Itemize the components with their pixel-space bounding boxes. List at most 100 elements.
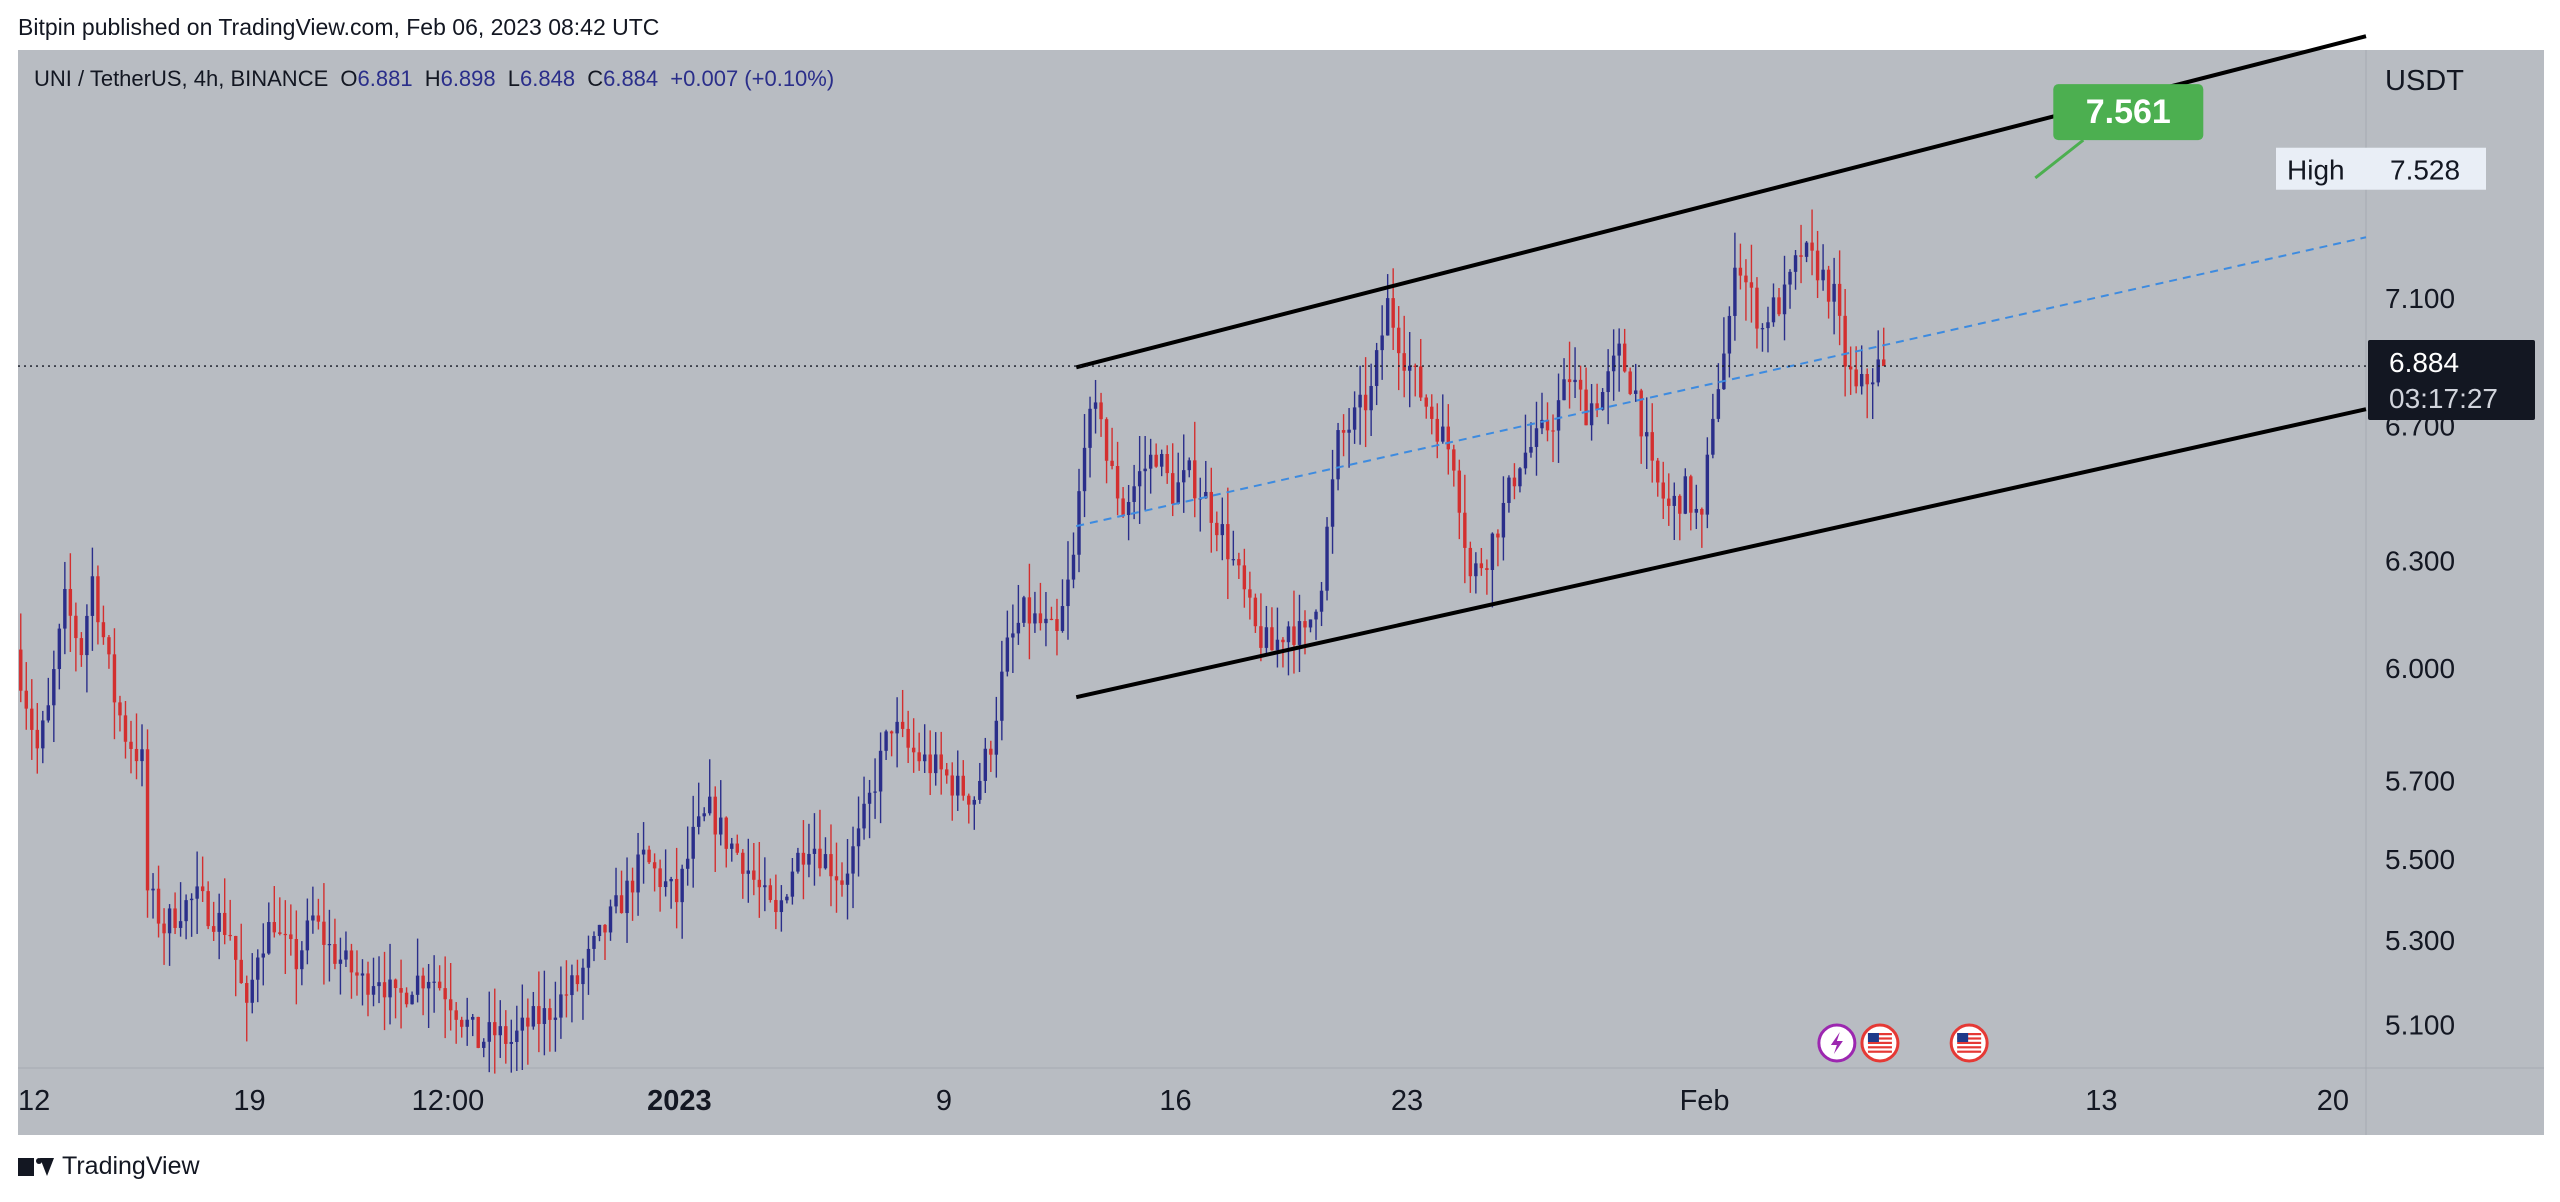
candle bbox=[796, 852, 800, 872]
last-price-box[interactable] bbox=[2368, 340, 2535, 421]
candle bbox=[1556, 400, 1561, 431]
candle bbox=[961, 775, 965, 796]
candle bbox=[1854, 369, 1858, 387]
candle bbox=[96, 576, 100, 623]
candle bbox=[1656, 460, 1660, 483]
candle bbox=[603, 924, 607, 933]
candle bbox=[967, 795, 971, 805]
candle bbox=[360, 973, 365, 976]
candle bbox=[482, 1041, 486, 1048]
candle bbox=[1622, 343, 1627, 372]
us-flag-icon[interactable] bbox=[1860, 1023, 1900, 1063]
candle bbox=[1044, 618, 1048, 624]
candle bbox=[834, 876, 839, 881]
candle bbox=[1000, 671, 1004, 721]
candle bbox=[575, 975, 580, 985]
price-axis[interactable] bbox=[2366, 50, 2544, 1135]
candle bbox=[1314, 611, 1318, 620]
candle bbox=[151, 888, 155, 891]
candle bbox=[978, 780, 982, 800]
channel-lower-line[interactable] bbox=[1075, 407, 2367, 700]
candle bbox=[548, 1008, 552, 1020]
candle bbox=[476, 1016, 480, 1048]
candle bbox=[1270, 627, 1274, 651]
lightning-icon[interactable] bbox=[1817, 1023, 1857, 1063]
candle bbox=[129, 741, 133, 749]
symbol-label[interactable]: UNI / TetherUS, 4h, BINANCE bbox=[34, 66, 329, 91]
time-axis[interactable] bbox=[18, 1068, 2366, 1135]
candle bbox=[1584, 389, 1588, 426]
candle bbox=[1033, 613, 1037, 624]
candle bbox=[1650, 432, 1654, 461]
candle bbox=[267, 922, 271, 954]
candle bbox=[867, 792, 872, 804]
candle bbox=[1297, 621, 1302, 645]
candle bbox=[1264, 627, 1269, 648]
candle bbox=[1749, 282, 1754, 288]
target-badge[interactable] bbox=[2053, 84, 2204, 141]
candle bbox=[63, 588, 67, 629]
candle bbox=[1148, 454, 1153, 469]
footer-brand[interactable]: TradingView bbox=[62, 1152, 200, 1180]
candle bbox=[1446, 426, 1451, 450]
x-tick-label: Feb bbox=[1680, 1085, 1730, 1117]
candle bbox=[448, 999, 453, 1011]
candle bbox=[1507, 477, 1511, 503]
candle bbox=[1689, 476, 1693, 513]
candle bbox=[1821, 269, 1825, 281]
candle bbox=[305, 920, 310, 951]
candle bbox=[1380, 335, 1384, 351]
plot-area[interactable] bbox=[18, 50, 2366, 1068]
candle bbox=[1810, 242, 1814, 251]
candle bbox=[1237, 559, 1241, 566]
candle bbox=[1452, 449, 1456, 471]
candle bbox=[1176, 482, 1180, 504]
candle bbox=[498, 1026, 502, 1036]
candle bbox=[1408, 365, 1412, 371]
candle bbox=[719, 817, 723, 835]
candle bbox=[801, 852, 806, 865]
candle bbox=[735, 843, 739, 853]
candle bbox=[112, 654, 117, 703]
high-marker[interactable] bbox=[2276, 147, 2486, 190]
candle bbox=[234, 935, 238, 960]
candle bbox=[581, 967, 585, 985]
x-tick-label: 9 bbox=[936, 1085, 952, 1117]
open-label: O bbox=[340, 66, 358, 91]
channel-mid-line[interactable] bbox=[1076, 236, 2367, 528]
candle bbox=[1325, 526, 1329, 591]
candle bbox=[432, 981, 436, 983]
candle bbox=[663, 881, 668, 888]
publisher-line: Bitpin published on TradingView.com, Feb… bbox=[18, 14, 660, 40]
candle bbox=[829, 854, 833, 877]
candle bbox=[1667, 498, 1671, 506]
candle bbox=[1115, 466, 1120, 499]
candle bbox=[1374, 350, 1379, 386]
candle bbox=[774, 899, 778, 913]
candle bbox=[1303, 621, 1307, 628]
candle bbox=[713, 796, 717, 835]
us-flag-icon[interactable] bbox=[1949, 1023, 1989, 1063]
candle bbox=[1259, 626, 1263, 648]
candle bbox=[167, 908, 172, 934]
candle bbox=[1815, 250, 1820, 281]
candle bbox=[1479, 563, 1484, 569]
candle bbox=[1286, 626, 1291, 643]
candle bbox=[222, 912, 227, 935]
candle bbox=[1523, 452, 1528, 469]
last-price-value: 6.884 bbox=[2389, 347, 2459, 378]
candle bbox=[691, 826, 695, 859]
candle bbox=[1049, 618, 1054, 621]
footer: TradingView bbox=[18, 1152, 200, 1181]
candle bbox=[1540, 419, 1544, 429]
candle bbox=[278, 932, 282, 934]
candle bbox=[1441, 426, 1445, 442]
candle bbox=[74, 615, 78, 639]
candle bbox=[1722, 353, 1726, 390]
candle bbox=[945, 769, 949, 776]
tradingview-logo-icon[interactable] bbox=[18, 1156, 54, 1178]
candle bbox=[1766, 322, 1770, 329]
low-label: L bbox=[507, 66, 521, 91]
candle bbox=[669, 878, 673, 882]
